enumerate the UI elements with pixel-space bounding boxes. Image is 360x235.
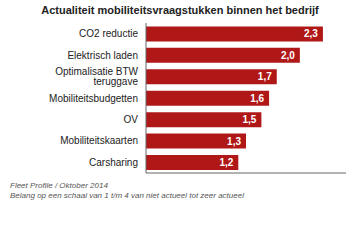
svg-text:2,0: 2,0 bbox=[281, 50, 295, 61]
svg-text:1,7: 1,7 bbox=[258, 71, 272, 82]
svg-text:1,2: 1,2 bbox=[219, 157, 233, 168]
svg-text:Carsharing: Carsharing bbox=[89, 157, 138, 168]
svg-text:Elektrisch laden: Elektrisch laden bbox=[67, 50, 138, 61]
html-text:Belang op een schaal van 1 t/m: Belang op een schaal van 1 t/m 4 van nie… bbox=[10, 191, 244, 200]
svg-text:CO2 reductie: CO2 reductie bbox=[79, 28, 138, 39]
svg-text:Optimalisatie BTWteruggave: Optimalisatie BTWteruggave bbox=[55, 66, 138, 87]
html-text:Actualiteit mobiliteitsvraagst: Actualiteit mobiliteitsvraagstukken binn… bbox=[41, 4, 319, 16]
svg-text:2,3: 2,3 bbox=[304, 28, 318, 39]
svg-text:Mobiliteitskaarten: Mobiliteitskaarten bbox=[60, 135, 138, 146]
svg-text:1,3: 1,3 bbox=[227, 136, 241, 147]
svg-text:1,6: 1,6 bbox=[250, 93, 264, 104]
svg-text:Mobiliteitsbudgetten: Mobiliteitsbudgetten bbox=[49, 93, 138, 104]
svg-text:OV: OV bbox=[124, 114, 139, 125]
svg-text:1,5: 1,5 bbox=[242, 114, 256, 125]
html-text:Fleet Profile / Oktober 2014: Fleet Profile / Oktober 2014 bbox=[10, 181, 108, 190]
